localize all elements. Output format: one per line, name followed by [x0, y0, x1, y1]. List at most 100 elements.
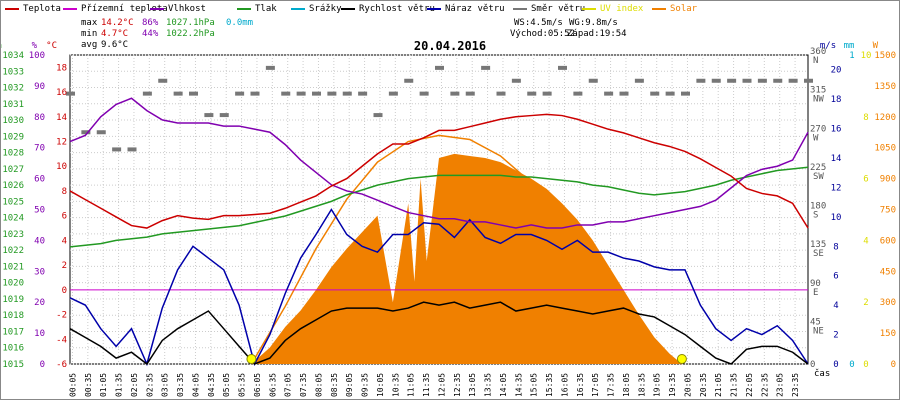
stats-min-vlhkost: 44% [142, 29, 159, 39]
wind-direction-mark [465, 91, 475, 96]
axis-solar-tick: 450 [880, 267, 896, 277]
axis-direction-tick: 135 [810, 240, 826, 250]
stats-max-vlhkost: 86% [142, 18, 159, 28]
x-axis-label: 10:35 [391, 373, 400, 397]
axis-temperature-tick: 14 [56, 113, 67, 123]
x-axis-label: 05:35 [238, 373, 247, 397]
wind-direction-mark [788, 78, 798, 83]
wind-direction-mark [665, 91, 675, 96]
axis-temperature-tick: 12 [56, 138, 67, 148]
wind-direction-mark [511, 78, 521, 83]
legend-item-smer: Směr větru [513, 3, 585, 15]
x-axis-label: 18:35 [637, 373, 646, 397]
x-axis-label: 11:05 [407, 373, 416, 397]
wind-direction-mark [373, 113, 383, 118]
sunrise-info: Východ:05:52 [510, 29, 576, 39]
wind-direction-mark [358, 91, 368, 96]
stats-min-label: min [81, 29, 98, 39]
legend-swatch-uv [582, 7, 596, 10]
axis-pressure-tick: 1022 [2, 246, 24, 256]
axis-direction-label: SW [813, 172, 824, 182]
axis-humidity-tick: 30 [34, 267, 45, 277]
axis-pressure-tick: 1017 [2, 327, 24, 337]
uv-marker [676, 354, 687, 364]
x-axis-label: 18:05 [622, 373, 631, 397]
x-axis-title: čas [814, 368, 830, 379]
axis-direction-label: E [813, 288, 818, 298]
axis-uv-tick: 8 [863, 113, 868, 123]
x-axis-label: 21:05 [714, 373, 723, 397]
axis-direction-tick: 315 [810, 86, 826, 96]
wind-direction-mark [312, 91, 321, 96]
x-axis-label: 16:05 [560, 373, 569, 397]
stats-max-label: max [81, 18, 98, 28]
legend-swatch-tlak [237, 7, 251, 10]
x-axis-label: 09:05 [345, 373, 354, 397]
legend-label-naraz: Náraz větru [445, 4, 505, 14]
stats-avg-teplota: 9.6°C [101, 40, 129, 50]
axis-direction-tick: 180 [810, 202, 826, 212]
axis-pressure-tick: 1024 [2, 214, 24, 224]
stats-max-tlak: 1027.1hPa [166, 18, 215, 28]
wind-direction-mark [66, 91, 75, 96]
axis-wind-speed-unit: m/s [820, 41, 836, 51]
legend-swatch-solar [652, 7, 666, 10]
axis-direction-label: SE [813, 249, 824, 259]
axis-solar-tick: 0 [891, 360, 896, 370]
solar-area [251, 153, 682, 364]
x-axis-label: 20:05 [683, 373, 692, 397]
stats-avg-label: avg [81, 40, 98, 50]
axis-humidity-tick: 60 [34, 175, 45, 185]
axis-humidity-tick: 80 [34, 113, 45, 123]
axis-uv-tick: 6 [863, 175, 868, 185]
chart-title: 20.04.2016 [414, 39, 486, 53]
axis-solar-tick: 600 [880, 236, 896, 246]
axis-pressure-tick: 1026 [2, 181, 24, 191]
legend-swatch-teplota [5, 7, 19, 10]
x-axis-label: 15:05 [530, 373, 539, 397]
x-axis-label: 23:05 [776, 373, 785, 397]
axis-pressure-tick: 1028 [2, 149, 24, 159]
axis-pressure-tick: 1029 [2, 132, 24, 142]
axis-pressure-tick: 1020 [2, 279, 24, 289]
legend-swatch-rychlost [341, 7, 355, 10]
x-axis-label: 04:35 [207, 373, 216, 397]
x-axis-label: 22:35 [760, 373, 769, 397]
temperature-line [69, 113, 809, 229]
legend-label-rychlost: Rychlost větru [359, 4, 435, 14]
wind-direction-mark [404, 78, 414, 83]
wind-direction-mark [327, 91, 337, 96]
wind-direction-mark [619, 91, 629, 96]
axis-pressure-tick: 1030 [2, 116, 24, 126]
x-axis-label: 01:05 [99, 373, 108, 397]
wind-gust-line [69, 208, 809, 367]
axis-direction-label: NW [813, 95, 824, 105]
wind-direction-mark [558, 65, 567, 70]
axis-wind-speed-tick: 4 [833, 301, 838, 311]
x-axis-label: 14:35 [514, 373, 523, 397]
wind-direction-mark [281, 91, 291, 96]
x-axis-label: 03:05 [161, 373, 170, 397]
axis-direction-tick: 90 [810, 279, 821, 289]
wind-direction-mark [727, 78, 737, 83]
sunset-info: Západ:19:54 [567, 29, 627, 39]
axis-direction-tick: 270 [810, 124, 826, 134]
wind-direction-mark [189, 91, 198, 96]
legend-label-pocitova: Přízemní teplota [81, 4, 168, 14]
axis-rain-tick: 1 [849, 51, 854, 61]
x-axis-label: 19:05 [653, 373, 662, 397]
axis-direction-tick: 360 [810, 47, 826, 57]
x-axis-label: 13:35 [484, 373, 493, 397]
wind-direction-mark [542, 91, 552, 96]
axis-pressure-tick: 1018 [2, 311, 24, 321]
axis-humidity-tick: 40 [34, 236, 45, 246]
wind-direction-mark [342, 91, 352, 96]
x-axis-label: 23:35 [791, 373, 800, 397]
x-axis-label: 19:35 [668, 373, 677, 397]
axis-direction-label: S [813, 211, 818, 221]
axis-solar-tick: 750 [880, 206, 896, 216]
legend-item-tlak: Tlak [237, 3, 277, 15]
legend-label-uv: UV index [600, 4, 644, 14]
